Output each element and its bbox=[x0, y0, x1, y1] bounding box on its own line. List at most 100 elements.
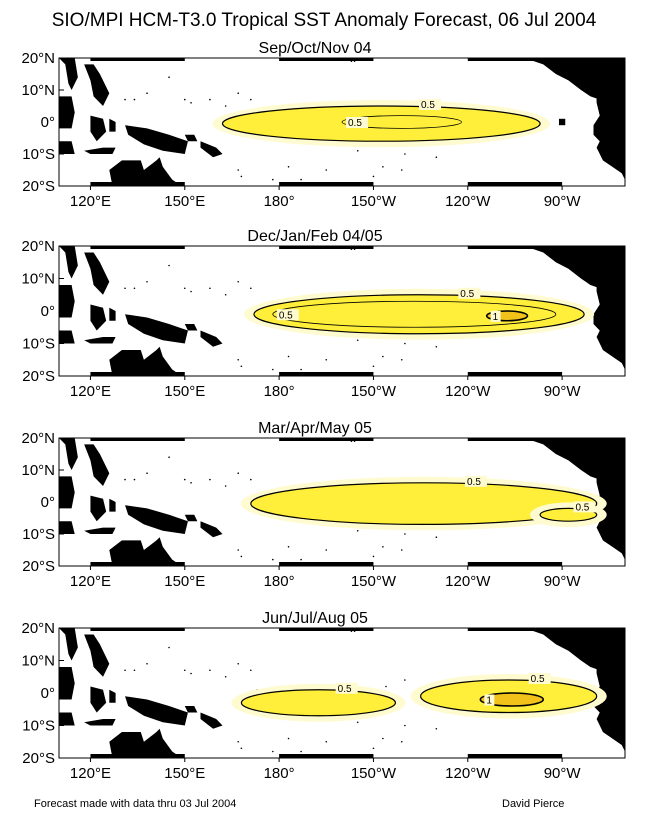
axis-band bbox=[467, 754, 563, 758]
y-tick-label: 10°S bbox=[22, 336, 55, 353]
axis-band bbox=[90, 372, 185, 376]
island bbox=[124, 478, 126, 481]
island bbox=[300, 368, 302, 371]
contour-label: 0.5 bbox=[279, 310, 293, 321]
panel-4-title: Jun/Jul/Aug 05 bbox=[262, 610, 368, 627]
island bbox=[325, 358, 328, 361]
y-tick-label: 20°N bbox=[21, 620, 55, 637]
axis-band bbox=[90, 754, 185, 758]
island bbox=[382, 737, 384, 740]
x-tick-label: 180° bbox=[264, 193, 295, 210]
panel-1-land bbox=[59, 58, 625, 186]
contour-label-bg bbox=[528, 673, 551, 684]
y-tick-label: 10°S bbox=[22, 526, 55, 543]
land-mass bbox=[109, 537, 182, 566]
contour-0.5 bbox=[240, 689, 397, 717]
panel-4-frame bbox=[58, 627, 626, 759]
island bbox=[250, 478, 252, 481]
island bbox=[372, 555, 375, 558]
island bbox=[168, 456, 170, 458]
island bbox=[272, 558, 274, 561]
axis-band bbox=[279, 372, 374, 376]
land-mass bbox=[90, 495, 107, 522]
y-tick-label: 20°S bbox=[22, 178, 55, 195]
land-mass bbox=[84, 337, 116, 344]
panel-3-x-ticks: 120°E 150°E 180° 150°W 120°W 90°W bbox=[70, 438, 581, 590]
land-mass bbox=[90, 304, 107, 331]
contour-0.5 bbox=[250, 482, 598, 525]
island bbox=[356, 721, 359, 724]
x-tick-label: 120°E bbox=[70, 573, 111, 590]
panel-2-y-ticks: 20°N 10°N 0° 10°S 20°S bbox=[21, 238, 625, 385]
x-tick-label: 90°W bbox=[544, 383, 582, 400]
island bbox=[240, 555, 243, 558]
x-tick-label: 180° bbox=[264, 573, 295, 590]
island bbox=[300, 178, 302, 181]
island bbox=[400, 169, 403, 171]
x-tick-label: 150°E bbox=[164, 765, 205, 782]
island bbox=[237, 662, 240, 665]
island bbox=[356, 339, 359, 342]
island bbox=[250, 98, 252, 101]
y-tick-label: 20°S bbox=[22, 368, 55, 385]
island bbox=[287, 737, 290, 740]
axis-band bbox=[90, 628, 185, 631]
land-mass bbox=[593, 83, 625, 180]
x-tick-label: 90°W bbox=[544, 573, 582, 590]
island bbox=[325, 740, 328, 743]
y-tick-label: 10°N bbox=[21, 82, 55, 99]
island bbox=[240, 175, 243, 178]
land-mass bbox=[59, 667, 75, 700]
land-mass bbox=[59, 246, 78, 279]
contour-label: 0.5 bbox=[348, 118, 362, 129]
x-tick-label: 120°W bbox=[445, 573, 491, 590]
contour-label: 0.5 bbox=[531, 674, 545, 685]
land-mass bbox=[109, 346, 182, 376]
island bbox=[404, 533, 406, 535]
axis-band bbox=[467, 372, 563, 376]
island bbox=[272, 368, 274, 371]
land-mass bbox=[184, 324, 198, 331]
island bbox=[146, 92, 148, 94]
island bbox=[237, 740, 240, 743]
island bbox=[287, 355, 290, 358]
island bbox=[224, 293, 227, 296]
contour-label: 0.5 bbox=[460, 289, 474, 300]
island bbox=[124, 98, 126, 101]
axis-band bbox=[467, 438, 563, 441]
x-tick-label: 120°W bbox=[445, 383, 491, 400]
island bbox=[133, 669, 136, 672]
land-mass bbox=[59, 438, 78, 470]
island bbox=[183, 98, 186, 101]
y-tick-label: 10°N bbox=[21, 653, 55, 670]
x-tick-label: 90°W bbox=[544, 765, 582, 782]
island bbox=[237, 358, 240, 361]
island bbox=[190, 482, 192, 484]
land-mass bbox=[59, 285, 75, 318]
axis-band bbox=[279, 246, 374, 249]
x-tick-label: 120°E bbox=[70, 765, 111, 782]
land-mass bbox=[125, 505, 188, 534]
land-mass bbox=[84, 634, 110, 677]
axis-band bbox=[279, 562, 374, 566]
land-mass bbox=[200, 712, 223, 729]
x-tick-label: 150°E bbox=[164, 383, 205, 400]
x-tick-label: 180° bbox=[264, 383, 295, 400]
land-mass bbox=[84, 444, 110, 486]
footer-author: David Pierce bbox=[502, 798, 564, 810]
island bbox=[400, 740, 403, 743]
island bbox=[209, 478, 211, 481]
island bbox=[168, 264, 170, 267]
y-tick-label: 20°S bbox=[22, 750, 55, 767]
y-tick-label: 20°S bbox=[22, 558, 55, 575]
panel-2-anomaly: 0.5 0.5 1 bbox=[243, 287, 595, 340]
panel-2-frame bbox=[58, 245, 626, 377]
island bbox=[209, 669, 211, 672]
island bbox=[400, 549, 403, 551]
y-tick-label: 10°N bbox=[21, 462, 55, 479]
island bbox=[183, 478, 186, 481]
x-tick-label: 150°W bbox=[351, 383, 397, 400]
island bbox=[325, 549, 328, 551]
land-mass bbox=[109, 307, 116, 321]
panel-2: Dec/Jan/Feb 04/05 0.5 0.5 1 20°N 10°N 0° 10°S… bbox=[21, 228, 626, 400]
